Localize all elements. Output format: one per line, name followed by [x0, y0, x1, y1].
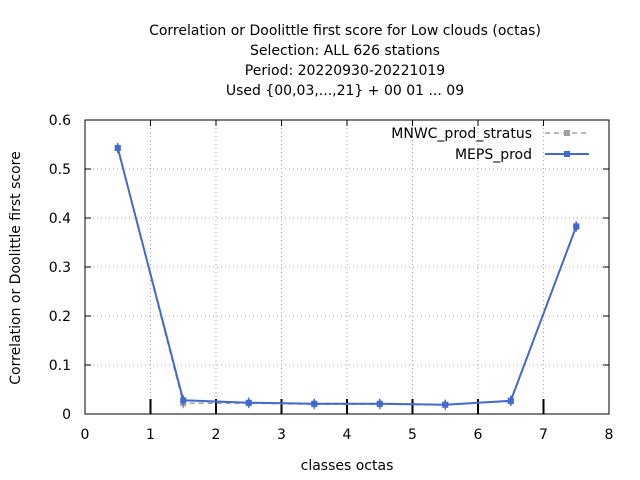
series-MEPS_prod — [114, 142, 580, 410]
legend: MNWC_prod_stratus MEPS_prod — [391, 126, 589, 163]
title-line: Correlation or Doolittle first score for… — [149, 23, 541, 39]
legend-label: MEPS_prod — [455, 147, 532, 163]
legend-label: MNWC_prod_stratus — [391, 126, 532, 142]
x-tick-label: 8 — [605, 427, 614, 443]
x-axis-ticks: 0 1 2 3 4 5 6 7 8 — [81, 120, 614, 443]
y-tick-label: 0.6 — [49, 113, 71, 129]
y-axis-label: Correlation or Doolittle first score — [8, 151, 24, 384]
x-tick-label: 4 — [343, 427, 352, 443]
legend-marker — [564, 151, 570, 157]
legend-marker — [564, 130, 570, 136]
series — [114, 142, 580, 410]
x-tick-label: 0 — [81, 427, 90, 443]
x-tick-label: 3 — [277, 427, 286, 443]
chart-title: Correlation or Doolittle first score for… — [149, 23, 541, 99]
title-line: Selection: ALL 626 stations — [250, 43, 440, 59]
y-tick-label: 0.3 — [49, 260, 71, 276]
x-tick-label: 7 — [539, 427, 548, 443]
x-axis-label: classes octas — [301, 458, 394, 474]
x-tick-label: 1 — [146, 427, 155, 443]
y-tick-label: 0.2 — [49, 309, 71, 325]
y-tick-label: 0.5 — [49, 162, 71, 178]
y-tick-label: 0.1 — [49, 358, 71, 374]
y-axis-ticks: 0 0.1 0.2 0.3 0.4 0.5 0.6 — [49, 113, 609, 423]
series-line — [116, 147, 578, 406]
title-line: Period: 20220930-20221019 — [245, 63, 445, 79]
grid — [85, 120, 609, 414]
x-tick-label: 5 — [408, 427, 417, 443]
x-tick-label: 2 — [212, 427, 221, 443]
y-tick-label: 0 — [62, 407, 71, 423]
y-tick-label: 0.4 — [49, 211, 71, 227]
x-tick-label: 6 — [474, 427, 483, 443]
title-line: Used {00,03,...,21} + 00 01 ... 09 — [226, 83, 464, 99]
